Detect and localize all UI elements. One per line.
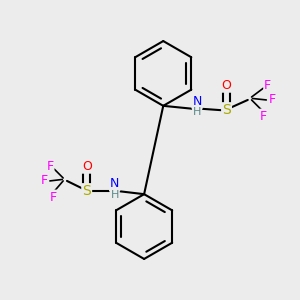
Text: F: F [260, 110, 267, 123]
Text: H: H [193, 107, 201, 117]
Text: N: N [192, 95, 202, 108]
Text: F: F [40, 174, 48, 188]
Text: H: H [110, 190, 119, 200]
Text: S: S [82, 184, 91, 198]
Text: F: F [46, 160, 53, 173]
Text: N: N [110, 177, 119, 190]
Text: O: O [222, 79, 232, 92]
Text: F: F [264, 79, 271, 92]
Text: O: O [82, 160, 92, 173]
Text: F: F [49, 190, 56, 204]
Text: F: F [268, 93, 276, 106]
Text: S: S [222, 103, 231, 117]
